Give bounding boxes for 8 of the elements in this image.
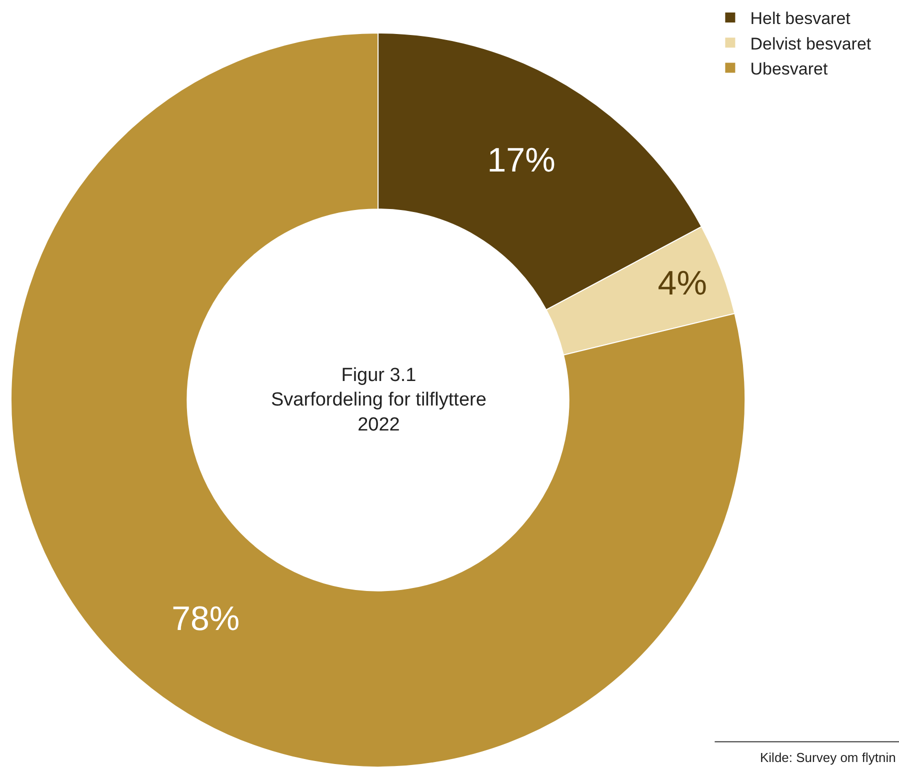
legend-label: Delvist besvaret: [750, 34, 872, 54]
data-label: 17%: [487, 142, 556, 180]
legend-label: Ubesvaret: [750, 59, 828, 78]
text: Kilde: Survey om flytnin: [760, 750, 896, 765]
data-label: 4%: [658, 264, 707, 303]
text: Figur 3.1 Svarfordeling for tilflyttere 2022: [271, 365, 486, 436]
data-label: 78%: [172, 600, 240, 638]
legend-label: Helt besvaret: [750, 9, 851, 28]
